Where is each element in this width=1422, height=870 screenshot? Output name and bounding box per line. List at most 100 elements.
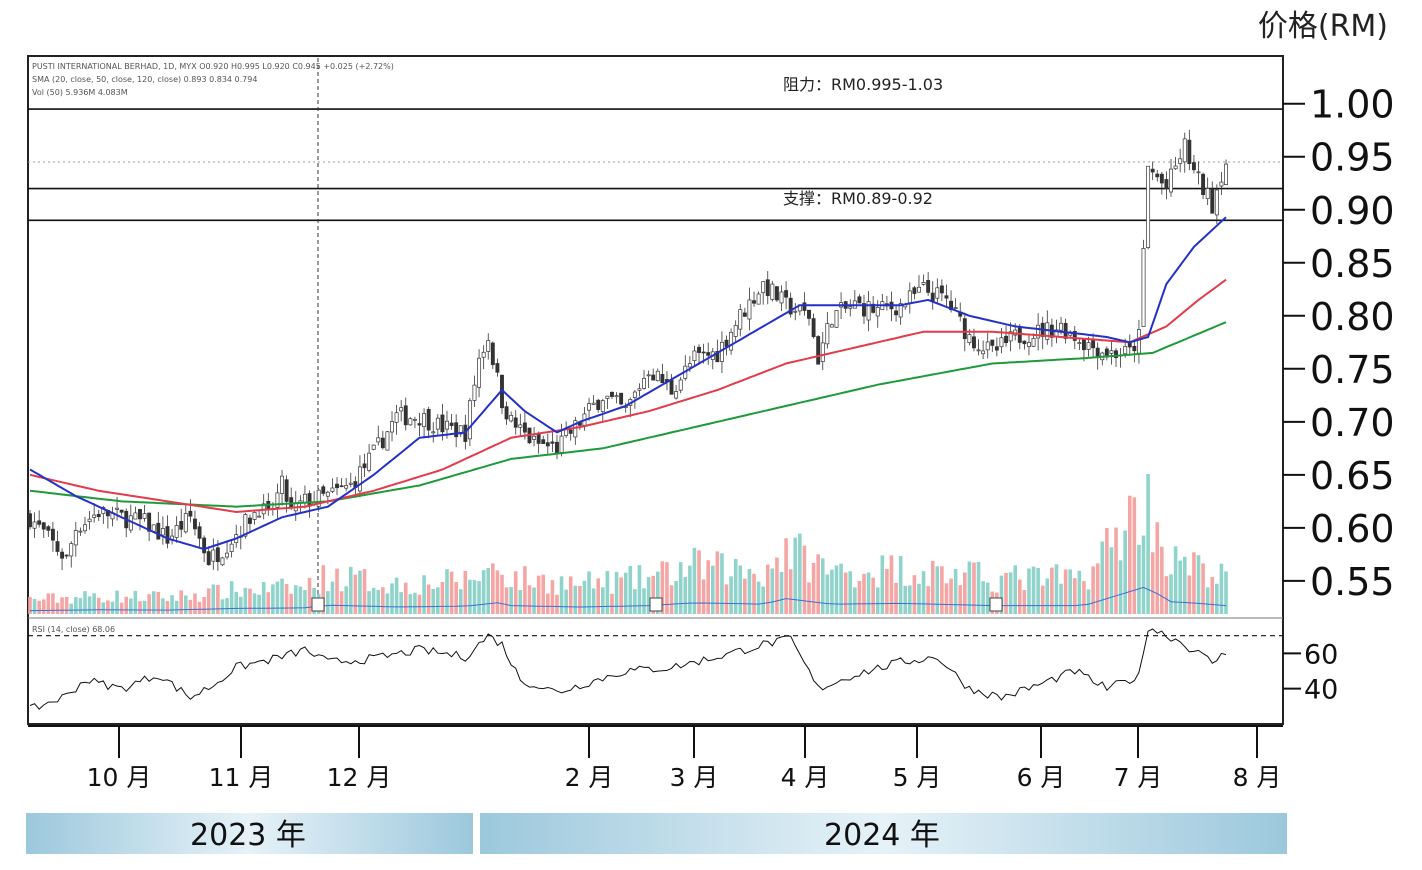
volume-bar xyxy=(976,562,981,614)
candle-body xyxy=(96,513,101,518)
volume-bar xyxy=(165,600,170,614)
candle-body xyxy=(756,293,761,305)
volume-bar xyxy=(715,551,720,614)
volume-bar xyxy=(426,584,431,614)
candle-body xyxy=(179,521,184,530)
candle-body xyxy=(930,292,935,302)
volume-bar xyxy=(871,577,875,614)
volume-bar xyxy=(87,596,92,614)
candle-body xyxy=(770,283,775,300)
volume-bar xyxy=(555,594,559,614)
candle-body xyxy=(486,340,491,352)
candle-body xyxy=(742,312,747,317)
volume-bar xyxy=(271,584,275,614)
candle-body xyxy=(60,551,65,559)
volume-bar xyxy=(261,582,266,614)
volume-bar xyxy=(875,587,880,614)
price-tick-label: 0.55 xyxy=(1310,560,1395,604)
candle-body xyxy=(788,297,793,315)
candle-body xyxy=(1219,181,1224,187)
volume-bar xyxy=(729,576,733,614)
candle-body xyxy=(1072,330,1077,341)
candle-body xyxy=(1063,322,1068,339)
candle-body xyxy=(188,510,193,517)
volume-bar xyxy=(275,581,280,614)
financial-event-marker xyxy=(989,597,1003,612)
candle-body xyxy=(752,300,756,304)
candle-body xyxy=(335,483,339,489)
candle-body xyxy=(825,323,830,345)
month-tick-label: 2 月 xyxy=(565,763,614,792)
volume-bar xyxy=(912,575,917,614)
candle-body xyxy=(302,493,307,504)
candle-body xyxy=(587,403,591,411)
volume-bar xyxy=(504,587,509,614)
volume-bar xyxy=(358,570,362,614)
sma50-line xyxy=(29,278,1227,514)
volume-bar xyxy=(830,569,834,614)
volume-bar xyxy=(445,569,449,614)
candle-body xyxy=(399,407,404,412)
candle-body xyxy=(733,324,738,337)
candle-body xyxy=(87,518,92,522)
candle-body xyxy=(316,489,321,507)
candle-body xyxy=(504,406,509,420)
candle-body xyxy=(651,374,656,381)
candle-body xyxy=(779,291,784,304)
volume-bar xyxy=(710,565,715,614)
candle-body xyxy=(591,402,596,405)
volume-bar xyxy=(633,589,637,614)
volume-bar xyxy=(839,563,843,614)
candle-body xyxy=(431,431,436,434)
volume-bar xyxy=(243,587,248,614)
candle-body xyxy=(1031,338,1036,347)
volume-bar xyxy=(193,593,197,614)
volume-bar xyxy=(509,587,513,614)
volume-bar xyxy=(344,586,348,614)
volume-bar xyxy=(142,600,147,614)
candle-body xyxy=(1077,342,1082,344)
volume-bar xyxy=(481,570,486,614)
volume-bar xyxy=(83,591,87,614)
candle-body xyxy=(706,352,711,356)
volume-bar xyxy=(399,592,403,614)
candle-body xyxy=(64,554,69,557)
volume-bar xyxy=(500,574,504,614)
candle-body xyxy=(811,318,816,338)
volume-bar xyxy=(853,587,857,614)
candle-body xyxy=(802,302,807,311)
candle-body xyxy=(1123,346,1128,355)
volume-bar xyxy=(546,593,550,614)
volume-bar xyxy=(422,575,426,614)
volume-bar xyxy=(972,562,976,614)
volume-bar xyxy=(770,568,775,614)
candle-body xyxy=(674,391,679,399)
candle-body xyxy=(1178,158,1183,164)
volume-bar xyxy=(151,591,156,614)
volume-bar xyxy=(495,570,500,614)
volume-bar xyxy=(174,600,179,614)
volume-bar xyxy=(564,589,568,614)
volume-bar xyxy=(96,597,101,614)
candle-body xyxy=(445,420,449,430)
chart-frame xyxy=(27,55,1284,725)
candle-body xyxy=(724,339,729,347)
candle-body xyxy=(678,379,683,391)
volume-bar xyxy=(921,571,926,614)
volume-bar xyxy=(550,580,555,614)
candle-body xyxy=(765,279,770,297)
candle-body xyxy=(426,408,431,431)
candle-body xyxy=(669,379,674,395)
candle-body xyxy=(793,310,798,313)
volume-bar xyxy=(491,563,495,614)
candle-body xyxy=(92,514,97,518)
candle-body xyxy=(687,363,692,368)
candle-body xyxy=(362,463,367,469)
candle-body xyxy=(380,437,385,449)
volume-bar xyxy=(1141,535,1146,614)
candle-body xyxy=(935,287,940,299)
volume-bar xyxy=(431,588,436,614)
volume-bar xyxy=(60,597,64,614)
volume-bar xyxy=(1031,566,1036,614)
